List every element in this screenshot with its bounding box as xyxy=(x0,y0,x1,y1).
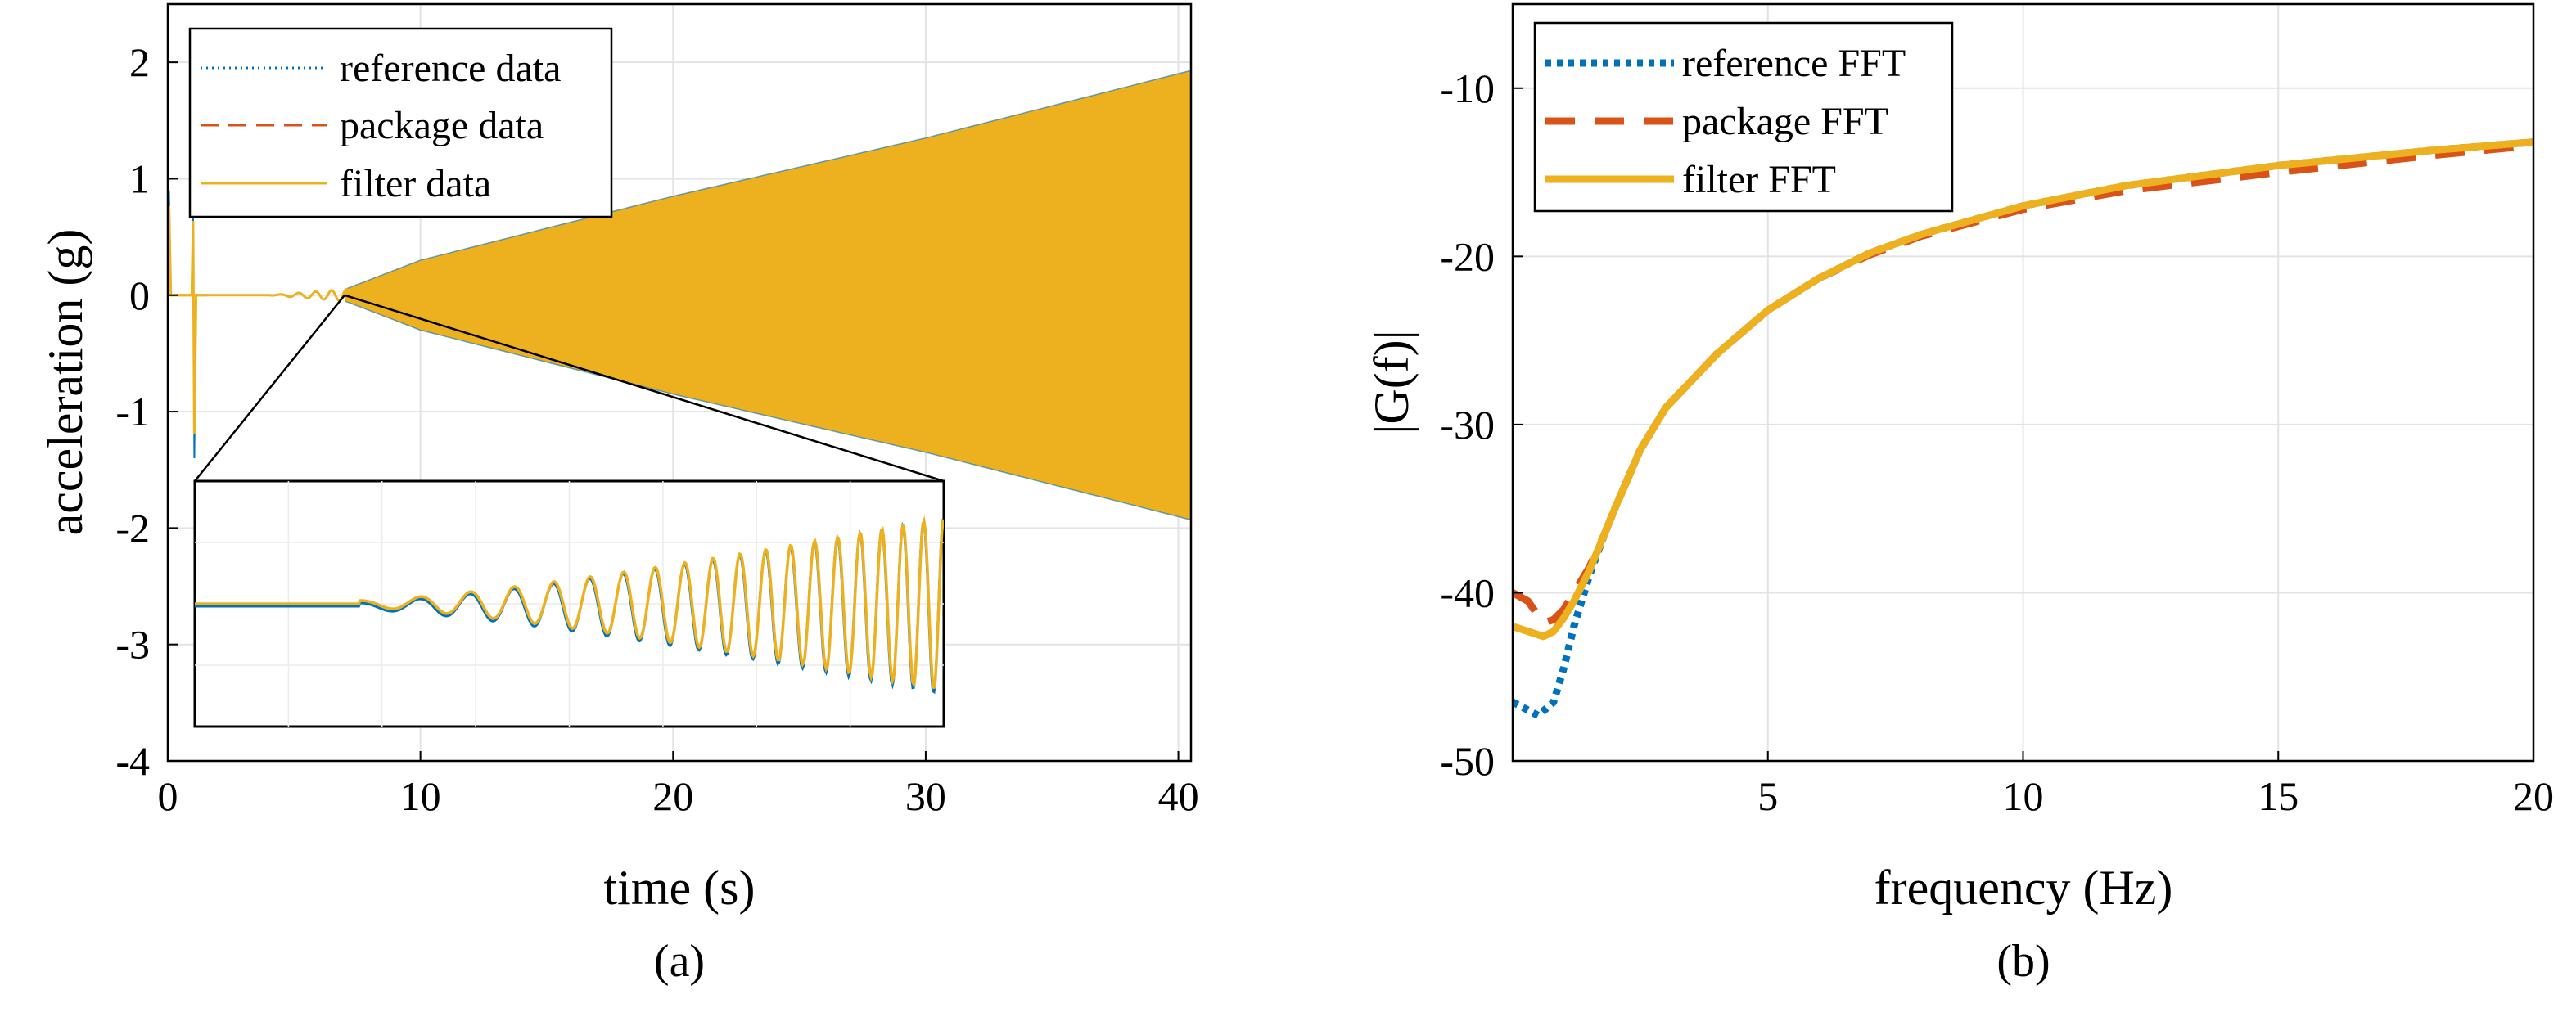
legend-label-reference-data: reference data xyxy=(340,47,561,90)
y-tick-label: -3 xyxy=(115,622,150,668)
x-tick-label: 20 xyxy=(2513,773,2554,819)
x-axis-label-a: time (s) xyxy=(604,861,756,915)
x-tick-label: 20 xyxy=(652,773,693,819)
y-tick-label: -10 xyxy=(1440,65,1495,111)
x-tick-label: 40 xyxy=(1158,773,1199,819)
inset-grid xyxy=(195,481,944,727)
ticks-a: 0 10 20 30 40 -4 -3 -2 -1 0 1 2 xyxy=(115,39,1198,819)
inset-filter-data xyxy=(195,515,944,689)
panel-a: 0 10 20 30 40 -4 -3 -2 -1 0 1 2 time (s) accelerati… xyxy=(38,2,1199,987)
inset-plot xyxy=(193,479,945,728)
zoom-connector-lines xyxy=(194,294,945,483)
x-tick-label: 0 xyxy=(158,773,178,819)
x-tick-label: 10 xyxy=(2003,773,2044,819)
y-tick-label: -30 xyxy=(1440,402,1495,448)
axes-frame-a xyxy=(166,2,1193,763)
legend-a: reference data package data filter data xyxy=(188,27,613,218)
filter-data-impulse xyxy=(168,205,209,434)
x-tick-label: 30 xyxy=(905,773,946,819)
ticks-b: 5 10 15 20 -50 -40 -30 -20 -10 xyxy=(1440,65,2554,819)
legend-label-package-data: package data xyxy=(340,104,544,147)
caption-b: (b) xyxy=(1996,936,2050,987)
legend-label-reference-fft: reference FFT xyxy=(1682,42,1906,85)
y-tick-label: -1 xyxy=(115,389,150,434)
y-axis-label-b: |G(f)| xyxy=(1365,330,1419,434)
x-tick-label: 5 xyxy=(1757,773,1778,819)
legend-label-filter-fft: filter FFT xyxy=(1682,158,1836,201)
caption-a: (a) xyxy=(654,936,705,987)
filter-fft-line xyxy=(1513,138,2533,641)
x-tick-label: 10 xyxy=(400,773,441,819)
y-tick-label: -2 xyxy=(115,505,150,551)
inset-signal xyxy=(195,515,944,695)
zoom-line-right xyxy=(344,294,945,483)
y-axis-label-a: acceleration (g) xyxy=(38,229,92,536)
y-tick-label: -40 xyxy=(1440,569,1495,615)
legend-b: reference FFT package FFT filter FFT xyxy=(1533,21,1954,213)
x-axis-label-b: frequency (Hz) xyxy=(1874,861,2173,915)
filter-data-band xyxy=(345,70,1191,520)
legend-box-a xyxy=(188,27,613,218)
reference-data-edge-top xyxy=(344,70,1191,290)
fft-lines xyxy=(1513,138,2533,719)
y-tick-label: 1 xyxy=(129,155,150,201)
y-tick-label: 2 xyxy=(129,39,150,85)
y-tick-label: 0 xyxy=(129,272,150,318)
reference-data-edge-bottom xyxy=(344,300,1191,521)
y-tick-label: -20 xyxy=(1440,233,1495,279)
legend-label-package-fft: package FFT xyxy=(1682,100,1888,143)
panel-b: 5 10 15 20 -50 -40 -30 -20 -10 frequency (Hz) |G… xyxy=(1365,2,2554,987)
legend-label-filter-data: filter data xyxy=(340,162,491,205)
zoom-line-left xyxy=(194,294,346,482)
y-tick-label: -4 xyxy=(115,738,150,784)
x-tick-label: 15 xyxy=(2258,773,2299,819)
y-tick-label: -50 xyxy=(1440,738,1495,784)
signal-a xyxy=(168,70,1191,521)
